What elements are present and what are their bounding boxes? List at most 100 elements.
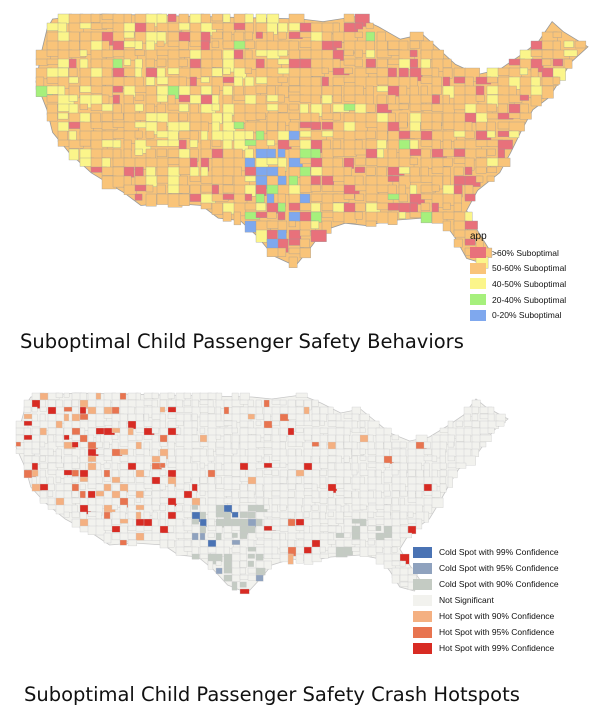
county-region xyxy=(211,58,223,68)
county-region xyxy=(215,462,223,471)
county-region xyxy=(167,490,177,498)
county-region xyxy=(244,130,254,140)
county-region xyxy=(464,238,476,246)
county-region xyxy=(399,532,412,539)
county-region xyxy=(375,525,382,531)
county-region xyxy=(409,85,419,97)
county-region xyxy=(343,469,354,479)
county-region xyxy=(479,441,487,448)
county-region xyxy=(244,193,253,201)
county-region xyxy=(367,497,377,504)
county-region xyxy=(471,399,481,408)
county-region xyxy=(455,434,465,442)
county-region xyxy=(263,504,270,510)
county-region xyxy=(409,121,421,132)
county-region xyxy=(311,441,320,447)
county-region xyxy=(471,448,479,457)
county-region xyxy=(135,497,141,503)
county-region xyxy=(156,103,166,113)
county-region xyxy=(319,427,329,434)
county-region xyxy=(231,574,241,582)
county-region xyxy=(453,193,462,204)
legend-item: 40-50% Suboptimal xyxy=(470,276,566,292)
county-region xyxy=(299,247,311,259)
county-region xyxy=(263,469,272,475)
county-region xyxy=(145,193,157,207)
county-region xyxy=(343,413,353,419)
county-region xyxy=(71,462,80,469)
county-region xyxy=(277,76,288,83)
county-region xyxy=(134,103,144,112)
county-region xyxy=(563,49,578,57)
county-region xyxy=(497,67,511,76)
county-region xyxy=(255,211,269,218)
county-region xyxy=(399,581,409,587)
county-region xyxy=(233,211,241,226)
county-region xyxy=(31,406,38,413)
legend-label: Cold Spot with 99% Confidence xyxy=(439,547,559,557)
county-region xyxy=(277,103,288,113)
county-region xyxy=(343,455,350,463)
county-region xyxy=(134,40,143,50)
county-region xyxy=(367,455,376,462)
county-region xyxy=(277,67,291,75)
county-region xyxy=(68,76,79,84)
county-region xyxy=(223,469,233,476)
county-region xyxy=(398,166,410,174)
county-region xyxy=(277,31,287,40)
county-region xyxy=(332,76,345,86)
county-region xyxy=(167,511,177,520)
county-region xyxy=(391,490,400,499)
county-region xyxy=(423,448,432,455)
county-region xyxy=(255,193,265,203)
county-region xyxy=(453,238,463,248)
county-region xyxy=(200,13,211,25)
county-region xyxy=(255,455,263,462)
county-region xyxy=(359,462,367,471)
county-region xyxy=(123,94,134,105)
county-region xyxy=(343,103,356,111)
legend-label: Cold Spot with 95% Confidence xyxy=(439,563,559,573)
county-region xyxy=(55,392,63,398)
county-region xyxy=(453,76,466,84)
county-region xyxy=(233,121,245,129)
county-region xyxy=(191,399,199,408)
county-region xyxy=(223,560,232,569)
county-region xyxy=(239,539,250,549)
county-region xyxy=(145,157,159,168)
county-region xyxy=(103,455,112,461)
county-region xyxy=(47,434,55,443)
county-region xyxy=(183,476,191,483)
legend-item: Hot Spot with 95% Confidence xyxy=(413,624,559,640)
county-region xyxy=(279,546,289,553)
county-region xyxy=(127,511,137,520)
county-region xyxy=(255,567,266,576)
county-region xyxy=(46,85,59,95)
legend-swatch xyxy=(413,642,432,654)
county-region xyxy=(207,525,217,531)
county-region xyxy=(231,511,239,518)
county-region xyxy=(295,448,302,457)
county-region xyxy=(101,49,115,58)
county-region xyxy=(46,58,59,65)
county-region xyxy=(311,399,319,407)
county-region xyxy=(134,130,143,139)
county-region xyxy=(183,420,193,429)
county-region xyxy=(365,31,375,43)
county-region xyxy=(255,22,269,33)
county-region xyxy=(191,504,198,510)
county-region xyxy=(244,157,255,168)
county-region xyxy=(215,434,222,440)
county-region xyxy=(263,560,272,570)
county-region xyxy=(55,462,64,468)
county-region xyxy=(239,469,246,479)
county-region xyxy=(277,202,286,212)
county-region xyxy=(145,76,155,86)
county-region xyxy=(159,469,167,476)
county-region xyxy=(303,434,312,441)
county-region xyxy=(200,202,212,210)
legend-swatch xyxy=(470,309,486,321)
county-region xyxy=(231,448,238,455)
county-region xyxy=(277,49,288,57)
county-region xyxy=(47,448,54,456)
